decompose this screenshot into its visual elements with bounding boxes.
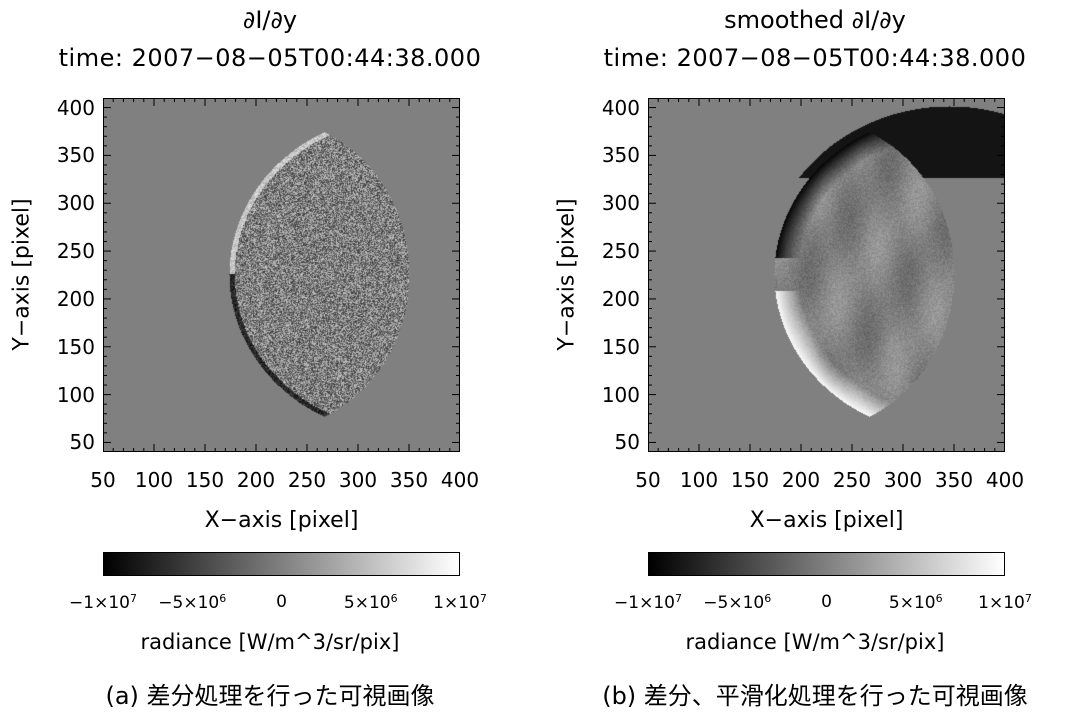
colorbar-tick-label: −5×106: [703, 592, 771, 613]
y-tick-label: 50: [69, 430, 95, 455]
y-tick-label: 250: [56, 239, 95, 264]
chart-title: smoothed ∂I/∂y: [724, 6, 906, 34]
colorbar-tick-mantissa: −1×10: [69, 593, 130, 613]
x-tick-label: 350: [389, 468, 429, 492]
y-tick-label: 100: [601, 382, 640, 407]
x-tick-label: 250: [832, 468, 872, 492]
colorbar-tick-exponent: 7: [479, 592, 487, 605]
y-tick-label: 300: [56, 191, 95, 216]
panel-a: ∂I/∂y time: 2007−08−05T00:44:38.000 Y−ax…: [0, 0, 540, 720]
x-tick-label: 200: [236, 468, 276, 492]
x-tick-label: 100: [679, 468, 719, 492]
x-tick-label: 400: [440, 468, 480, 492]
x-tick-label: 50: [635, 468, 661, 492]
colorbar-tick-mantissa: 0: [821, 592, 832, 612]
colorbar-tick-label: 0: [821, 592, 832, 612]
y-tick-label: 150: [56, 334, 95, 359]
colorbar-tick-exponent: 6: [219, 592, 227, 605]
colorbar-tick-label: 0: [276, 592, 287, 612]
figure-caption: (a) 差分処理を行った可視画像: [105, 682, 435, 710]
y-axis-label: Y−axis [pixel]: [9, 198, 35, 351]
y-axis-label: Y−axis [pixel]: [554, 198, 580, 351]
x-tick-label: 150: [730, 468, 770, 492]
chart-subtitle: time: 2007−08−05T00:44:38.000: [603, 44, 1027, 72]
panel-b: smoothed ∂I/∂y time: 2007−08−05T00:44:38…: [545, 0, 1085, 720]
colorbar-tick-label: 1×107: [433, 592, 487, 613]
colorbar-tick-mantissa: 1×10: [978, 593, 1025, 613]
y-tick-label: 250: [601, 239, 640, 264]
x-tick-label: 250: [287, 468, 327, 492]
y-tick-label: 350: [601, 143, 640, 168]
y-tick-label: 150: [601, 334, 640, 359]
y-tick-label: 400: [601, 95, 640, 120]
colorbar-tick-label: 1×107: [978, 592, 1032, 613]
colorbar-tick-label: 5×106: [344, 592, 398, 613]
x-tick-label: 300: [883, 468, 923, 492]
x-tick-label: 100: [134, 468, 174, 492]
colorbar-tick-label: −5×106: [158, 592, 226, 613]
colorbar: [103, 552, 460, 576]
x-axis-label: X−axis [pixel]: [204, 508, 359, 533]
radiance-image: [104, 99, 459, 451]
chart-title: ∂I/∂y: [242, 6, 298, 34]
x-tick-label: 50: [90, 468, 116, 492]
image-plot: [103, 98, 460, 452]
colorbar-tick-exponent: 6: [390, 592, 398, 605]
chart-subtitle: time: 2007−08−05T00:44:38.000: [58, 44, 482, 72]
colorbar-tick-mantissa: −5×10: [158, 593, 220, 613]
colorbar-tick-label: 5×106: [889, 592, 943, 613]
colorbar-label: radiance [W/m^3/sr/pix]: [140, 630, 400, 654]
radiance-image: [649, 99, 1004, 451]
colorbar-label: radiance [W/m^3/sr/pix]: [685, 630, 945, 654]
x-axis-label: X−axis [pixel]: [749, 508, 904, 533]
y-tick-label: 200: [601, 286, 640, 311]
image-plot: [648, 98, 1005, 452]
colorbar-tick-exponent: 7: [129, 592, 137, 605]
colorbar-tick-mantissa: −1×10: [614, 593, 675, 613]
x-tick-label: 300: [338, 468, 378, 492]
colorbar-tick-label: −1×107: [614, 592, 682, 613]
x-tick-label: 150: [185, 468, 225, 492]
figure-caption: (b) 差分、平滑化処理を行った可視画像: [602, 682, 1028, 710]
x-tick-label: 400: [985, 468, 1025, 492]
y-tick-label: 50: [614, 430, 640, 455]
x-tick-label: 350: [934, 468, 974, 492]
y-tick-label: 400: [56, 95, 95, 120]
colorbar-tick-mantissa: −5×10: [703, 593, 765, 613]
y-tick-label: 300: [601, 191, 640, 216]
colorbar-tick-exponent: 7: [674, 592, 682, 605]
y-tick-label: 100: [56, 382, 95, 407]
y-tick-label: 200: [56, 286, 95, 311]
y-tick-label: 350: [56, 143, 95, 168]
colorbar-tick-exponent: 6: [935, 592, 943, 605]
colorbar-tick-mantissa: 0: [276, 592, 287, 612]
colorbar-tick-exponent: 6: [764, 592, 772, 605]
colorbar-tick-mantissa: 5×10: [888, 593, 936, 613]
colorbar-tick-mantissa: 5×10: [343, 593, 391, 613]
colorbar: [648, 552, 1005, 576]
colorbar-tick-label: −1×107: [69, 592, 137, 613]
colorbar-tick-mantissa: 1×10: [433, 593, 480, 613]
colorbar-tick-exponent: 7: [1024, 592, 1032, 605]
x-tick-label: 200: [781, 468, 821, 492]
